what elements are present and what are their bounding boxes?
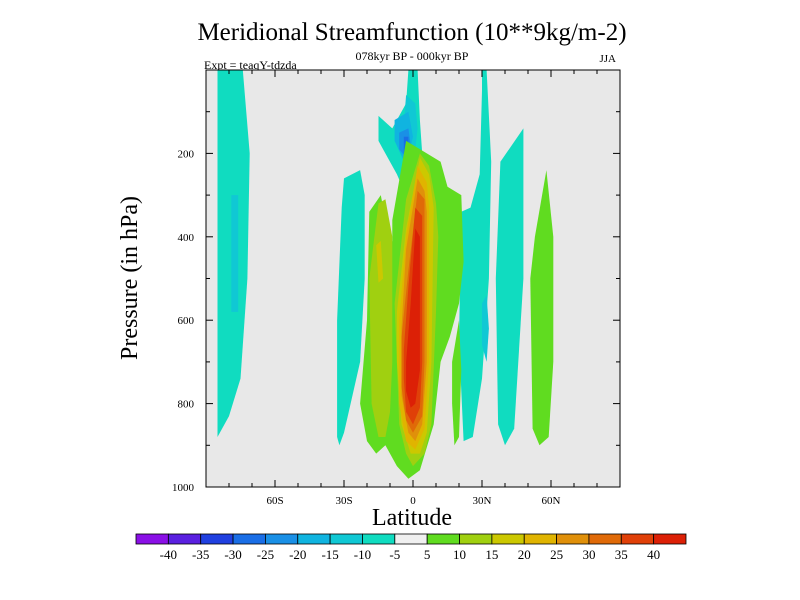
- colorbar-label: 20: [518, 547, 531, 562]
- y-axis-label: Pressure (in hPa): [117, 196, 143, 360]
- x-tick-label: 60S: [266, 495, 283, 507]
- colorbar-swatch: [167, 533, 202, 545]
- chart-subtitle: 078kyr BP - 000kyr BP: [356, 49, 469, 63]
- colorbar-label: -40: [160, 547, 177, 562]
- contour-region: [452, 320, 462, 446]
- colorbar-swatch: [200, 533, 234, 545]
- colorbar-swatch: [491, 533, 525, 545]
- colorbar-label: -35: [192, 547, 209, 562]
- contour-region: [495, 128, 524, 446]
- colorbar-swatch: [297, 533, 331, 545]
- axes-layer: 60S 30S 0 30N 60N 200 400 600 800 1000: [172, 70, 620, 507]
- colorbar-swatch: [265, 533, 299, 545]
- y-tick-label: 200: [178, 148, 195, 160]
- x-tick-label: 0: [410, 495, 416, 507]
- colorbar-swatch: [394, 533, 428, 545]
- colorbar-label: 25: [550, 547, 563, 562]
- colorbar-swatch: [588, 533, 622, 545]
- colorbar-swatch: [426, 533, 460, 545]
- colorbar-swatch: [653, 533, 687, 545]
- colorbar-swatch: [329, 533, 363, 545]
- contour-region: [482, 295, 489, 362]
- colorbar-label: 35: [615, 547, 628, 562]
- colorbar-label: 40: [647, 547, 660, 562]
- colorbar-label: 15: [485, 547, 498, 562]
- colorbar-label: -5: [389, 547, 400, 562]
- colorbar-label: 30: [582, 547, 595, 562]
- colorbar-swatch: [459, 533, 493, 545]
- x-tick-label: 30S: [335, 495, 352, 507]
- y-tick-label: 800: [178, 399, 195, 411]
- colorbar: -40 -35 -30 -25 -20 -15 -10 -5 5 10 15 20 25 30 35 40: [135, 533, 687, 562]
- colorbar-swatch: [556, 533, 590, 545]
- contour-region: [406, 228, 420, 408]
- x-axis-label: Latitude: [372, 505, 452, 531]
- contour-region: [376, 241, 384, 283]
- colorbar-swatch: [232, 533, 266, 545]
- season-label: JJA: [599, 53, 616, 65]
- colorbar-label: -20: [289, 547, 306, 562]
- colorbar-label: 5: [424, 547, 431, 562]
- x-tick-label: 30N: [473, 495, 492, 507]
- colorbar-label: -15: [321, 547, 338, 562]
- x-tick-label: 60N: [542, 495, 561, 507]
- contour-region: [231, 195, 239, 312]
- colorbar-swatch: [135, 533, 169, 545]
- colorbar-swatch: [362, 533, 396, 545]
- colorbar-label: -30: [224, 547, 241, 562]
- contour-region: [530, 170, 554, 446]
- colorbar-label: -10: [354, 547, 371, 562]
- experiment-label: Expt = teaqY-tdzda: [204, 58, 297, 72]
- y-tick-label: 400: [178, 232, 195, 244]
- y-tick-label: 1000: [172, 482, 195, 494]
- colorbar-swatch: [523, 533, 557, 545]
- y-tick-label: 600: [178, 315, 195, 327]
- colorbar-label: 10: [453, 547, 466, 562]
- colorbar-swatch: [620, 533, 655, 545]
- contour-layer: [217, 70, 554, 479]
- contour-region: [369, 199, 393, 437]
- contour-region: [337, 170, 365, 446]
- chart-title: Meridional Streamfunction (10**9kg/m-2): [197, 19, 626, 46]
- colorbar-label: -25: [257, 547, 274, 562]
